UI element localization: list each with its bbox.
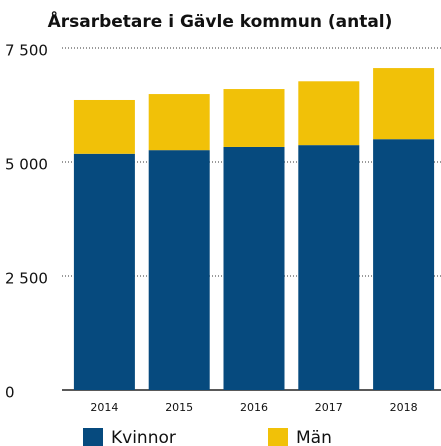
x-tick-label: 2017 xyxy=(315,401,343,414)
legend-swatch xyxy=(268,428,288,446)
x-tick-label: 2016 xyxy=(240,401,268,414)
bar-segment xyxy=(223,146,285,390)
bar-segment xyxy=(373,139,435,390)
legend-swatch xyxy=(83,428,103,446)
bar-segment xyxy=(298,145,360,390)
chart-title: Årsarbetare i Gävle kommun (antal) xyxy=(48,9,393,32)
bar-segment xyxy=(298,81,360,146)
bar-segment xyxy=(373,68,435,140)
bar-segment xyxy=(73,99,135,154)
x-tick-label: 2014 xyxy=(90,401,118,414)
y-tick-label: 2 500 xyxy=(5,270,48,288)
x-tick-label: 2015 xyxy=(165,401,193,414)
y-tick-label: 0 xyxy=(5,384,15,402)
legend-label: Män xyxy=(296,428,332,446)
y-tick-label: 5 000 xyxy=(5,156,48,174)
legend-label: Kvinnor xyxy=(111,428,176,446)
bar-segment xyxy=(148,94,210,151)
bar-segment xyxy=(223,89,285,147)
x-tick-label: 2018 xyxy=(390,401,418,414)
y-tick-label: 7 500 xyxy=(5,42,48,60)
bar-segment xyxy=(73,153,135,390)
bar-segment xyxy=(148,150,210,390)
